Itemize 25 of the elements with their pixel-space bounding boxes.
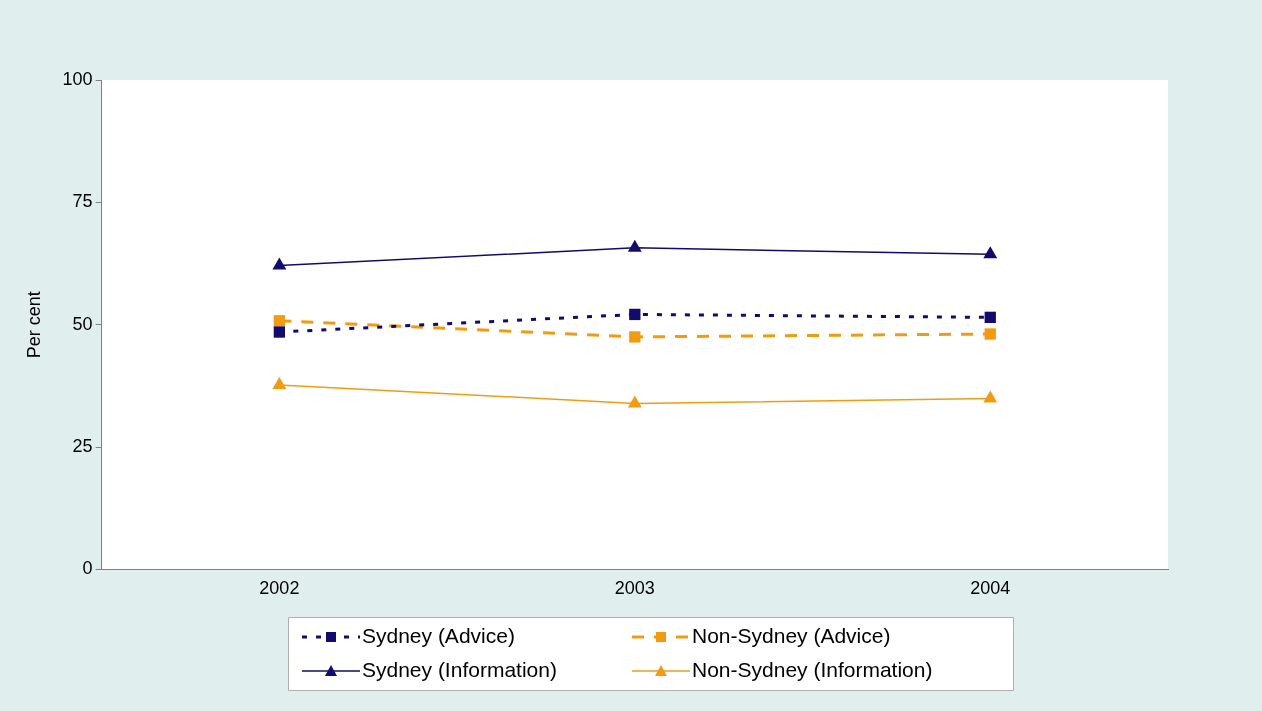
point — [629, 331, 641, 343]
y-tick-label: 0 — [82, 558, 93, 579]
y-tick-label: 50 — [72, 313, 93, 334]
x-tick-label: 2004 — [970, 578, 1011, 599]
x-tick-label: 2002 — [259, 578, 300, 599]
point — [629, 308, 641, 321]
y-axis-title: Per cent — [23, 291, 44, 359]
point — [273, 326, 286, 338]
point — [273, 315, 286, 327]
y-tick-label: 75 — [72, 191, 93, 212]
point — [984, 311, 996, 324]
point — [627, 395, 642, 408]
point — [272, 376, 287, 389]
y-tick-label: 100 — [62, 68, 93, 89]
point — [983, 390, 998, 403]
legend-label: Sydney (Advice) — [362, 623, 515, 647]
legend-label: Non-Sydney (Information) — [692, 657, 933, 681]
point — [983, 246, 998, 259]
legend-label: Non-Sydney (Advice) — [692, 623, 891, 647]
y-tick-label: 25 — [72, 436, 93, 457]
point — [272, 257, 287, 270]
legend-label: Sydney (Information) — [362, 657, 557, 681]
point — [984, 328, 996, 340]
point — [627, 239, 642, 252]
x-tick-label: 2003 — [614, 578, 655, 599]
